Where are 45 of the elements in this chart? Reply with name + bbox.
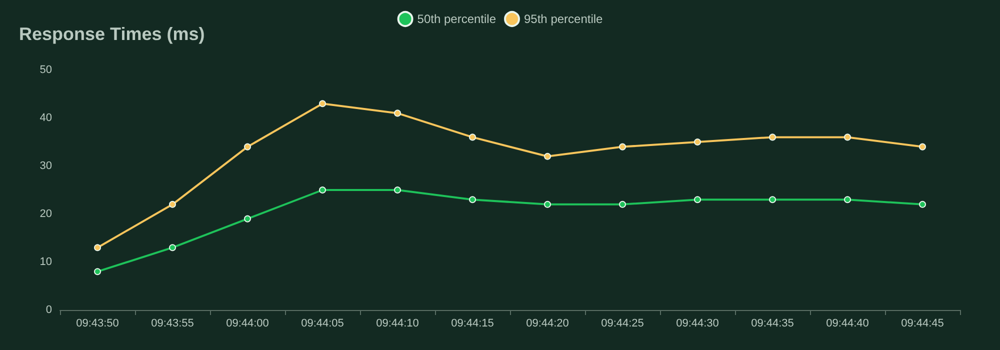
point: [469, 134, 476, 141]
point: [844, 196, 851, 204]
point: [244, 215, 251, 222]
point: [694, 196, 701, 204]
point: [319, 100, 326, 108]
x-tick-label: 09:44:20: [526, 318, 569, 330]
x-tick-label: 09:44:30: [676, 318, 719, 330]
x-tick-label: 09:44:10: [376, 318, 419, 330]
point: [919, 200, 926, 208]
point: [244, 143, 251, 150]
y-tick-label: 0: [46, 304, 52, 316]
point: [544, 200, 551, 208]
x-tick-label: 09:43:55: [151, 318, 194, 330]
x-tick-label: 09:44:15: [451, 318, 494, 330]
x-tick-label: 09:44:25: [601, 318, 644, 330]
point: [769, 196, 776, 204]
point: [394, 110, 401, 117]
point: [169, 200, 176, 208]
x-tick-label: 09:44:00: [226, 318, 269, 330]
point: [94, 244, 101, 252]
point: [469, 196, 476, 204]
x-tick-label: 09:44:40: [826, 318, 869, 330]
point: [319, 186, 326, 194]
point: [544, 152, 551, 160]
x-tick-label: 09:43:50: [76, 318, 119, 330]
y-tick-label: 50: [40, 64, 52, 76]
point: [769, 134, 776, 141]
point: [394, 186, 401, 194]
y-tick-label: 40: [40, 112, 52, 124]
y-tick-label: 30: [40, 160, 52, 172]
legend-label: 50th percentile: [417, 12, 496, 26]
x-tick-label: 09:44:35: [751, 318, 794, 330]
chart-title: Response Times (ms): [19, 24, 205, 44]
point: [619, 143, 626, 150]
point: [919, 143, 926, 150]
point: [844, 134, 851, 141]
point: [94, 268, 101, 276]
point: [619, 200, 626, 208]
y-tick-label: 10: [40, 256, 52, 268]
x-tick-label: 09:44:05: [301, 318, 344, 330]
point: [694, 138, 701, 146]
y-tick-label: 20: [40, 208, 52, 220]
point: [169, 244, 176, 252]
legend-label: 95th percentile: [524, 12, 604, 26]
x-tick-label: 09:44:45: [901, 318, 944, 330]
